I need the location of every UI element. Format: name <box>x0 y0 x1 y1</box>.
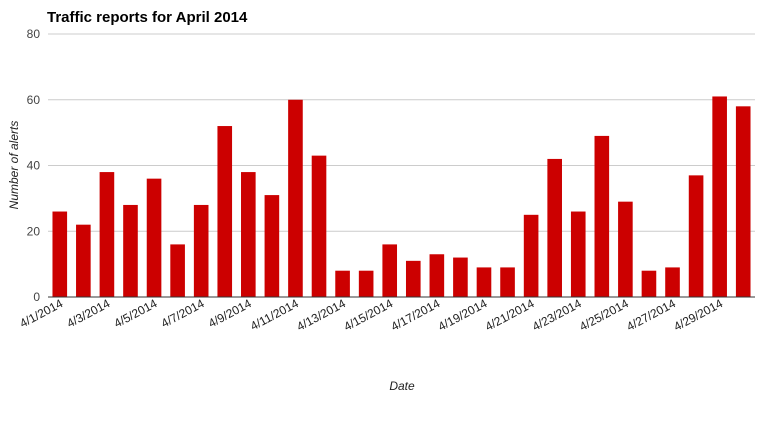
bar <box>476 267 492 297</box>
x-tick-label: 4/27/2014 <box>624 296 678 334</box>
bar <box>241 172 256 297</box>
bar <box>735 106 751 297</box>
y-axis-ticks: 0 20 40 60 80 <box>27 27 41 304</box>
bar <box>688 175 704 297</box>
chart-title: Traffic reports for April 2014 <box>47 9 248 26</box>
bar <box>547 158 562 297</box>
bar <box>618 201 633 297</box>
bar <box>453 257 468 297</box>
x-tick-label: 4/23/2014 <box>530 296 584 334</box>
x-tick-label: 4/1/2014 <box>17 296 65 330</box>
bar <box>99 172 115 297</box>
bar <box>382 244 398 297</box>
y-tick-label: 40 <box>27 159 41 173</box>
x-tick-label: 4/11/2014 <box>248 296 301 333</box>
bar <box>123 204 138 297</box>
bar <box>500 267 515 297</box>
y-axis-label: Number of alerts <box>7 121 21 210</box>
bar <box>523 214 539 297</box>
bar <box>641 270 657 297</box>
bar <box>76 224 91 297</box>
y-tick-label: 0 <box>33 290 40 304</box>
bar <box>52 211 68 297</box>
x-axis-label: Date <box>389 379 415 393</box>
bar <box>170 244 185 297</box>
x-tick-label: 4/19/2014 <box>436 296 490 334</box>
x-axis-ticks: 4/1/2014 4/3/2014 4/5/2014 4/7/2014 4/9/2014… <box>17 296 725 334</box>
bar <box>146 178 162 297</box>
x-tick-label: 4/5/2014 <box>112 296 160 330</box>
bar <box>405 260 421 297</box>
x-tick-label: 4/25/2014 <box>577 296 631 334</box>
bars <box>52 96 751 298</box>
x-tick-label: 4/21/2014 <box>483 296 537 334</box>
bar <box>311 155 327 297</box>
x-tick-label: 4/3/2014 <box>65 296 113 330</box>
x-tick-label: 4/9/2014 <box>206 296 254 330</box>
bar <box>712 96 727 298</box>
y-tick-label: 80 <box>27 27 41 41</box>
bar <box>335 270 350 297</box>
bar <box>288 99 303 297</box>
y-tick-label: 60 <box>27 93 41 107</box>
x-tick-label: 4/13/2014 <box>294 296 348 334</box>
bar <box>358 270 374 297</box>
bar <box>429 254 445 297</box>
x-tick-label: 4/15/2014 <box>341 296 395 334</box>
bar <box>264 195 280 297</box>
bar <box>665 267 680 297</box>
x-tick-label: 4/29/2014 <box>671 296 725 334</box>
x-tick-label: 4/7/2014 <box>159 296 207 330</box>
x-tick-label: 4/17/2014 <box>389 296 443 334</box>
y-tick-label: 20 <box>27 224 41 238</box>
bar <box>217 126 233 297</box>
bar <box>570 211 586 297</box>
bar <box>594 135 610 297</box>
bar <box>193 204 209 297</box>
grid-layer <box>48 33 755 232</box>
